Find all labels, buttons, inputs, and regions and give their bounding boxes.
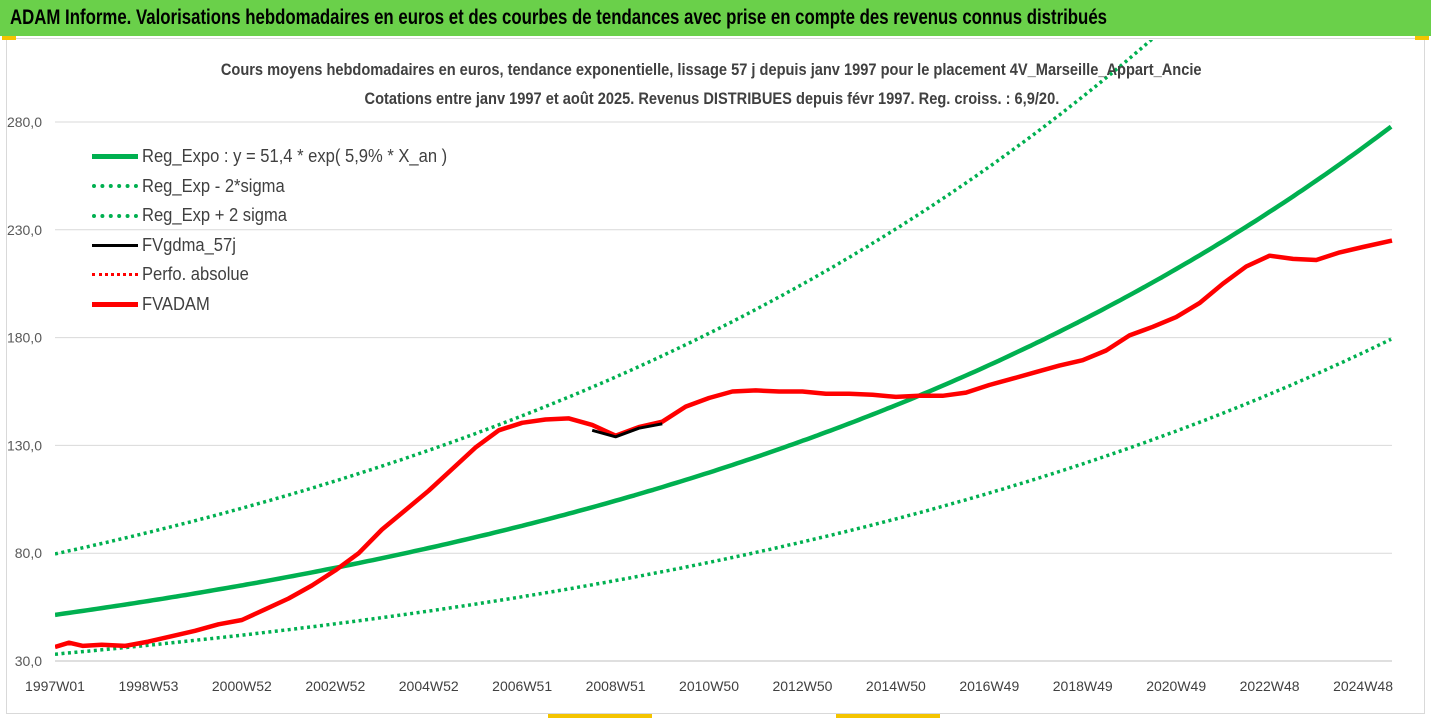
legend-label-fvgdma: FVgdma_57j bbox=[142, 234, 236, 255]
x-tick-label: 2006W51 bbox=[492, 678, 552, 694]
corner-marker-bottom-left bbox=[548, 714, 652, 718]
series-line-1 bbox=[55, 337, 1392, 656]
legend-swatch-reg-exp-minus bbox=[92, 184, 138, 189]
x-tick-label: 1997W01 bbox=[25, 678, 85, 694]
x-tick-label: 2016W49 bbox=[959, 678, 1019, 694]
x-tick-label: 2018W49 bbox=[1053, 678, 1113, 694]
legend-swatch-fvgdma bbox=[92, 243, 138, 247]
legend-swatch-reg-exp-plus bbox=[92, 213, 138, 218]
legend-item-reg-exp-minus: Reg_Exp - 2*sigma bbox=[92, 172, 474, 202]
chart-title: Cours moyens hebdomadaires en euros, ten… bbox=[221, 60, 1202, 79]
series-line-2 bbox=[55, 40, 1154, 556]
legend-item-fvgdma: FVgdma_57j bbox=[92, 231, 474, 261]
legend-label-reg-exp-minus: Reg_Exp - 2*sigma bbox=[142, 175, 285, 196]
x-tick-label: 2008W51 bbox=[586, 678, 646, 694]
series-line-0 bbox=[55, 124, 1393, 618]
series-line-5 bbox=[55, 238, 1393, 650]
legend-swatch-reg-expo bbox=[92, 154, 138, 160]
chart-subtitle: Cotations entre janv 1997 et août 2025. … bbox=[364, 89, 1059, 108]
legend-item-reg-exp-plus: Reg_Exp + 2 sigma bbox=[92, 201, 474, 231]
y-tick-label: 80,0 bbox=[15, 545, 42, 561]
legend-item-fvadam: FVADAM bbox=[92, 290, 474, 320]
y-tick-label: 230,0 bbox=[7, 222, 42, 238]
legend-label-perfo-absolue: Perfo. absolue bbox=[142, 264, 249, 285]
chart-legend: Reg_Expo : y = 51,4 * exp( 5,9% * X_an )… bbox=[92, 142, 474, 319]
y-tick-label: 30,0 bbox=[15, 653, 42, 669]
x-tick-label: 2000W52 bbox=[212, 678, 272, 694]
x-tick-label: 1998W53 bbox=[118, 678, 178, 694]
x-tick-label: 2012W50 bbox=[772, 678, 832, 694]
y-tick-label: 130,0 bbox=[7, 437, 42, 453]
legend-label-reg-exp-plus: Reg_Exp + 2 sigma bbox=[142, 205, 287, 226]
legend-label-fvadam: FVADAM bbox=[142, 293, 210, 314]
legend-item-perfo-absolue: Perfo. absolue bbox=[92, 260, 474, 290]
x-tick-label: 2024W48 bbox=[1333, 678, 1393, 694]
corner-marker-top-right bbox=[1415, 36, 1429, 40]
legend-swatch-perfo-absolue bbox=[92, 273, 138, 277]
x-tick-label: 2020W49 bbox=[1146, 678, 1206, 694]
x-tick-label: 2022W48 bbox=[1240, 678, 1300, 694]
x-tick-label: 2014W50 bbox=[866, 678, 926, 694]
corner-marker-bottom-right bbox=[836, 714, 940, 718]
banner-text: ADAM Informe. Valorisations hebdomadaire… bbox=[10, 6, 1108, 29]
chart-frame bbox=[6, 38, 1425, 714]
x-tick-label: 2004W52 bbox=[399, 678, 459, 694]
legend-item-reg-expo: Reg_Expo : y = 51,4 * exp( 5,9% * X_an ) bbox=[92, 142, 474, 172]
x-tick-label: 2002W52 bbox=[305, 678, 365, 694]
legend-label-reg-expo: Reg_Expo : y = 51,4 * exp( 5,9% * X_an ) bbox=[142, 146, 448, 167]
x-tick-label: 2010W50 bbox=[679, 678, 739, 694]
page-banner: ADAM Informe. Valorisations hebdomadaire… bbox=[0, 0, 1431, 36]
corner-marker-top-left bbox=[2, 36, 16, 40]
y-tick-label: 180,0 bbox=[7, 330, 42, 346]
y-tick-label: 280,0 bbox=[7, 114, 42, 130]
legend-swatch-fvadam bbox=[92, 301, 138, 307]
series-line-3 bbox=[591, 422, 663, 439]
